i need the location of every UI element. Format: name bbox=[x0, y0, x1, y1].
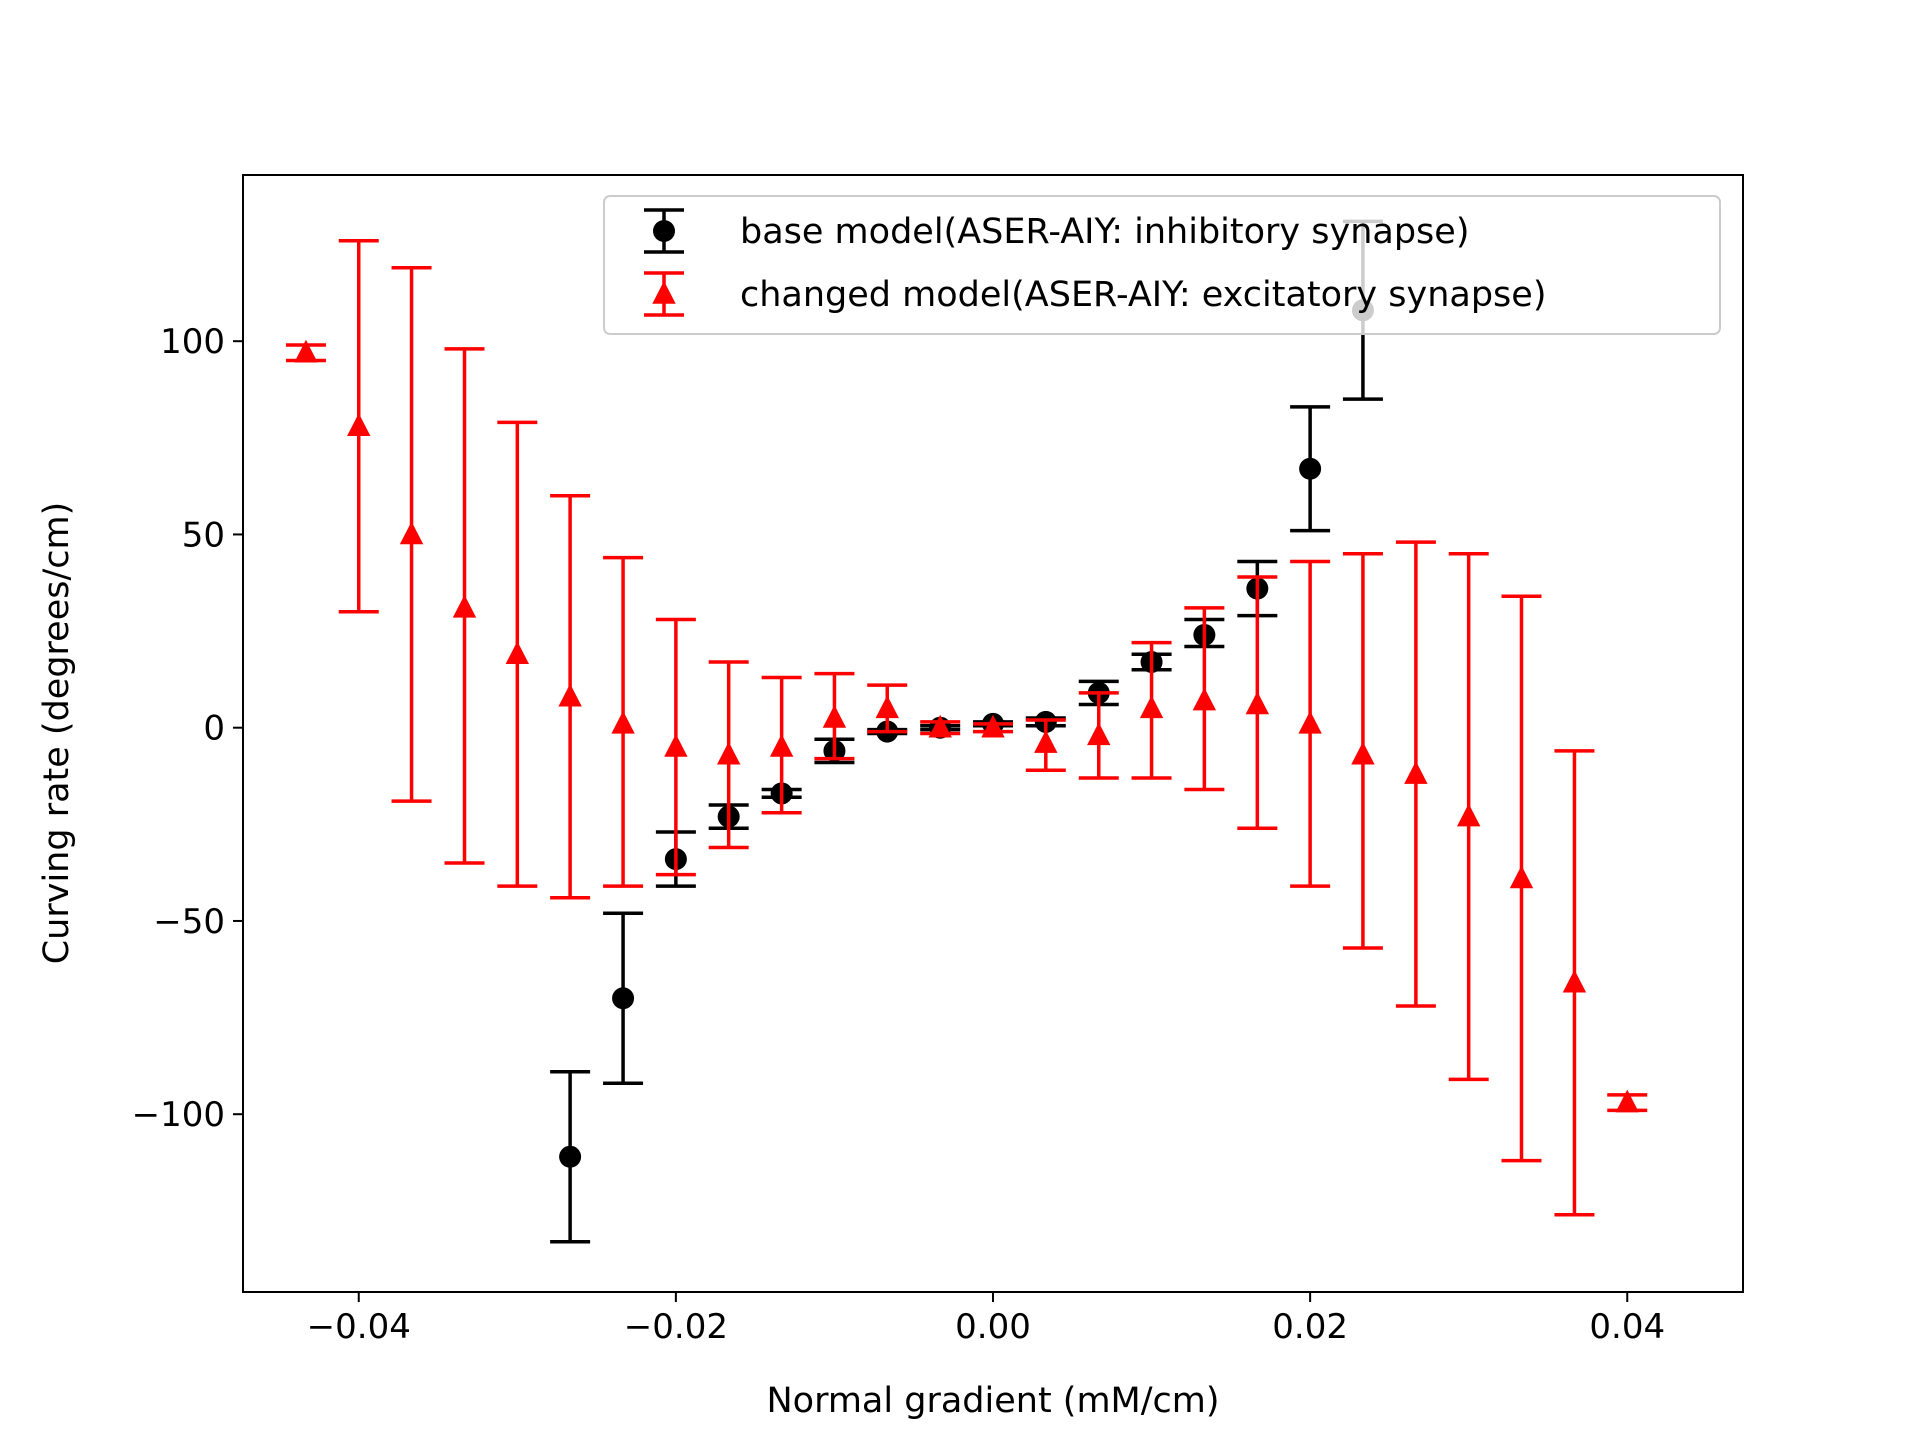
changed-series-marker bbox=[1139, 695, 1164, 719]
changed-series-marker bbox=[716, 741, 741, 765]
changed-series-marker bbox=[769, 734, 794, 757]
changed-series-marker bbox=[1351, 741, 1375, 765]
y-tick-label: 100 bbox=[160, 322, 225, 362]
legend-entry-changed-label: changed model(ASER-AIY: excitatory synap… bbox=[740, 275, 1546, 315]
x-tick-label: −0.04 bbox=[307, 1307, 411, 1347]
changed-series-point bbox=[603, 555, 644, 888]
changed-series-marker bbox=[1192, 687, 1217, 711]
base-series-point bbox=[603, 911, 644, 1086]
legend-entry-base-label: base model(ASER-AIY: inhibitory synapse) bbox=[740, 212, 1469, 252]
changed-series-point bbox=[761, 675, 802, 815]
legend-items: base model(ASER-AIY: inhibitory synapse)… bbox=[644, 208, 1546, 317]
changed-series-point bbox=[814, 671, 855, 761]
x-tick-label: 0.00 bbox=[955, 1307, 1031, 1347]
changed-series-marker bbox=[822, 705, 847, 728]
legend-entry-changed-marker bbox=[652, 281, 676, 304]
changed-series-point bbox=[1237, 575, 1278, 830]
changed-series-point bbox=[285, 339, 326, 363]
changed-series-point bbox=[1131, 640, 1172, 780]
changed-series-point bbox=[1025, 718, 1066, 772]
y-tick-label: 50 bbox=[182, 515, 225, 555]
changed-series-point bbox=[655, 617, 696, 877]
x-axis-label: Normal gradient (mM/cm) bbox=[766, 1381, 1219, 1421]
changed-series-marker bbox=[505, 641, 530, 665]
base-series-marker bbox=[1299, 457, 1322, 480]
base-series-point bbox=[1290, 405, 1331, 533]
y-axis-label: Curving rate (degrees/cm) bbox=[37, 502, 77, 965]
changed-series-marker bbox=[1615, 1089, 1639, 1113]
changed-series-point bbox=[1554, 749, 1595, 1217]
changed-series-point bbox=[1184, 606, 1225, 792]
changed-series-point bbox=[1078, 691, 1119, 780]
legend: base model(ASER-AIY: inhibitory synapse)… bbox=[603, 195, 1721, 335]
changed-series-marker bbox=[1034, 730, 1058, 753]
legend-entry-base-marker bbox=[653, 220, 675, 242]
x-tick-label: 0.04 bbox=[1589, 1307, 1665, 1347]
data-marks-layer bbox=[285, 219, 1648, 1244]
changed-series-point bbox=[1395, 540, 1436, 1008]
changed-series-point bbox=[550, 494, 591, 900]
legend-entry-base: base model(ASER-AIY: inhibitory synapse) bbox=[644, 208, 1469, 254]
legend-entry-changed: changed model(ASER-AIY: excitatory synap… bbox=[644, 271, 1546, 317]
changed-series-marker bbox=[1404, 761, 1428, 784]
changed-series-marker bbox=[1456, 803, 1481, 827]
changed-series-marker bbox=[1087, 722, 1111, 746]
changed-series-point bbox=[708, 660, 749, 850]
changed-series-marker bbox=[558, 683, 582, 707]
x-tick-label: 0.02 bbox=[1272, 1307, 1348, 1347]
changed-series-point bbox=[1501, 594, 1542, 1163]
changed-series-marker bbox=[294, 339, 318, 363]
changed-series-point bbox=[1290, 559, 1331, 888]
changed-series-marker bbox=[928, 714, 952, 738]
changed-series-marker bbox=[399, 521, 424, 545]
changed-series-marker bbox=[347, 413, 371, 436]
changed-series-point bbox=[1342, 552, 1383, 950]
changed-series-marker bbox=[1562, 969, 1587, 993]
changed-series-point bbox=[1448, 552, 1489, 1082]
changed-series bbox=[285, 238, 1648, 1217]
changed-series-marker bbox=[981, 714, 1005, 738]
y-tick-label: −50 bbox=[153, 902, 225, 942]
changed-series-marker bbox=[611, 710, 635, 734]
changed-series-point bbox=[1607, 1089, 1648, 1113]
changed-series-point bbox=[444, 347, 485, 865]
base-series-marker bbox=[559, 1145, 582, 1168]
axis-ticks-layer: −0.04 −0.02 0.00 0.02 0.04 −100 −50 0 50 100 bbox=[132, 322, 1665, 1347]
changed-series-marker bbox=[875, 695, 899, 719]
changed-series-point bbox=[867, 683, 908, 734]
changed-series-marker bbox=[664, 734, 688, 757]
changed-series-marker bbox=[452, 594, 477, 618]
changed-series-marker bbox=[1509, 865, 1534, 889]
y-tick-label: 0 bbox=[203, 709, 225, 749]
x-tick-label: −0.02 bbox=[624, 1307, 728, 1347]
legend-box bbox=[603, 195, 1721, 335]
base-series-marker bbox=[612, 987, 635, 1010]
changed-series-point bbox=[497, 420, 538, 888]
changed-series-point bbox=[973, 714, 1013, 738]
changed-series-marker bbox=[1245, 691, 1270, 715]
changed-series-marker bbox=[1298, 710, 1322, 734]
changed-series-point bbox=[391, 266, 432, 803]
changed-series-point bbox=[338, 238, 379, 614]
base-series-point bbox=[550, 1069, 591, 1244]
changed-series-point bbox=[920, 714, 961, 738]
y-tick-label: −100 bbox=[132, 1095, 225, 1135]
